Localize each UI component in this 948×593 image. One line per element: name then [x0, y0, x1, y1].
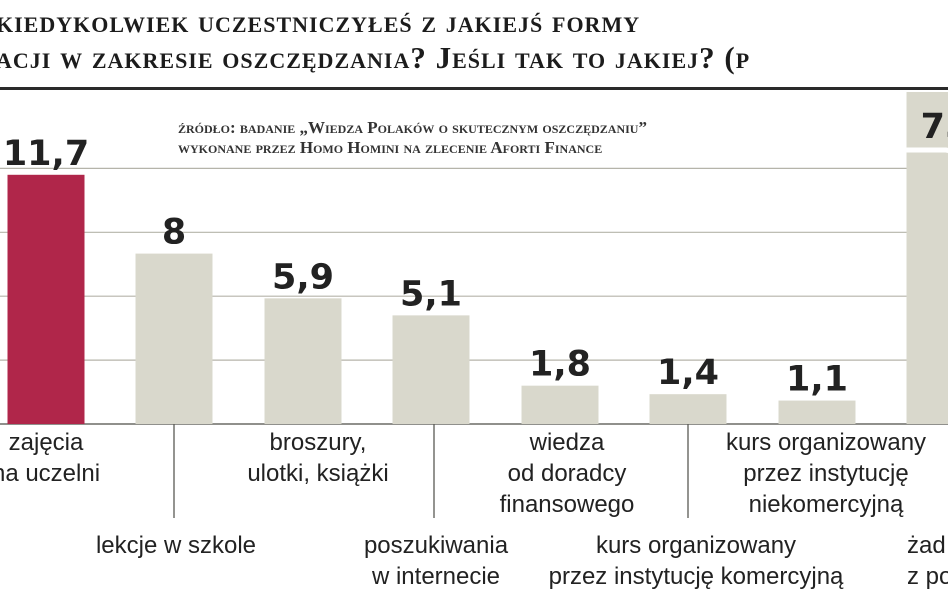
value-label: 1,8 [529, 345, 591, 385]
category-label-line: przez instytucję [743, 460, 908, 487]
value-label: 8 [162, 213, 186, 253]
bar [521, 385, 599, 424]
category-label: broszury, ulotki, książki [247, 429, 388, 487]
source-line-1: źródło: badanie „Wiedza Polaków o skutec… [178, 118, 647, 137]
title-line-1: kiedykolwiek uczestniczyłeś z jakiejś fo… [0, 4, 641, 39]
category-label: kurs organizowany przez instytucję komerc… [549, 532, 844, 590]
category-label-line: kurs organizowany [726, 429, 926, 456]
bars [7, 92, 948, 424]
value-label: 5,1 [400, 274, 462, 314]
category-labels: zajęcia na uczelni lekcje w szkole broszury… [0, 429, 948, 590]
value-label: 1,4 [657, 353, 719, 393]
category-label-line: od doradcy [508, 460, 627, 487]
category-label-line: przez instytucję komercyjną [549, 563, 844, 590]
label-dividers [173, 424, 689, 518]
category-label-line: żad [907, 532, 946, 559]
category-label: poszukiwania w internecie [364, 532, 509, 590]
source-line-2: wykonane przez Homo Homini na zlecenie A… [178, 138, 603, 157]
chart-title: kiedykolwiek uczestniczyłeś z jakiejś fo… [0, 0, 948, 90]
value-label: 5,9 [272, 257, 334, 297]
bar-break-mark [906, 147, 948, 153]
category-label-line: zajęcia [9, 429, 84, 456]
title-divider [0, 87, 948, 90]
category-label-line: wiedza [529, 429, 605, 456]
category-label: zajęcia na uczelni [0, 429, 100, 487]
category-label-line: niekomercyjną [749, 491, 904, 518]
bar [135, 253, 213, 424]
bar [392, 315, 470, 424]
category-label-line: na uczelni [0, 460, 100, 487]
value-labels: 11,7 8 5,9 5,1 1,8 1,4 1,1 75 [3, 107, 948, 400]
category-label-line: ulotki, książki [247, 460, 388, 487]
category-label-line: lekcje w szkole [96, 532, 256, 559]
title-line-2: acji w zakresie oszczędzania? Jeśli tak … [0, 40, 751, 75]
bar [649, 394, 727, 424]
value-label: 1,1 [786, 360, 848, 400]
category-label: żad z powy [907, 532, 948, 590]
value-label: 11,7 [3, 134, 89, 174]
category-label-line: kurs organizowany [596, 532, 796, 559]
source-note: źródło: badanie „Wiedza Polaków o skutec… [178, 118, 647, 158]
bar [7, 174, 85, 424]
bar [778, 400, 856, 424]
value-label: 75 [921, 107, 948, 147]
category-label: wiedza od doradcy finansowego [500, 429, 635, 518]
category-label: lekcje w szkole [96, 532, 256, 559]
category-label-line: z powy [907, 563, 948, 590]
category-label-line: broszury, [270, 429, 367, 456]
bar [264, 298, 342, 424]
category-label: kurs organizowany przez instytucję niekome… [726, 429, 926, 518]
category-label-line: w internecie [371, 563, 500, 590]
category-label-line: poszukiwania [364, 532, 509, 559]
bar [906, 92, 948, 424]
category-label-line: finansowego [500, 491, 635, 518]
